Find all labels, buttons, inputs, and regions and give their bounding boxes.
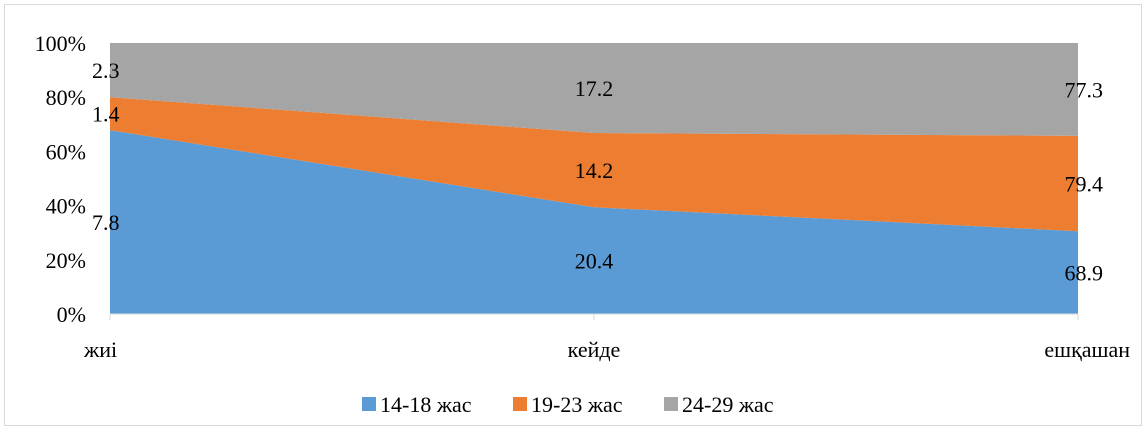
area-series-2 [110,97,1078,232]
data-label: 2.3 [92,58,120,83]
x-tick-label: кейде [568,337,621,362]
y-tick-label: 60% [46,139,86,164]
legend: 14-18 жас 19-23 жас 24-29 жас [362,392,774,417]
data-label: 68.9 [1065,261,1104,286]
data-label: 7.8 [92,210,120,235]
data-label-layer: 7.8 20.4 68.9 1.4 14.2 79.4 2.3 17.2 77.3 [92,58,1103,286]
area-series-1 [110,130,1078,314]
y-tick-label: 80% [46,85,86,110]
legend-label: 14-18 жас [380,392,472,417]
area-series-3 [110,43,1078,136]
legend-label: 19-23 жас [531,392,623,417]
legend-label: 24-29 жас [682,392,774,417]
area-layer [110,43,1078,314]
data-label: 14.2 [575,158,614,183]
data-label: 79.4 [1065,172,1104,197]
y-tick-label: 100% [35,31,86,56]
legend-swatch [664,397,678,411]
legend-swatch [362,397,376,411]
data-label: 1.4 [92,102,120,127]
data-label: 77.3 [1065,77,1104,102]
axis-layer: жиі кейде ешқашан 0% 20% 40% 60% 80% 100% [35,31,1131,362]
y-tick-label: 40% [46,194,86,219]
y-tick-label: 0% [57,302,86,327]
legend-swatch [513,397,527,411]
data-label: 17.2 [575,76,614,101]
x-tick-label: ешқашан [1044,337,1130,362]
data-label: 20.4 [575,249,614,274]
x-tick-label: жиі [83,337,117,362]
y-tick-label: 20% [46,248,86,273]
